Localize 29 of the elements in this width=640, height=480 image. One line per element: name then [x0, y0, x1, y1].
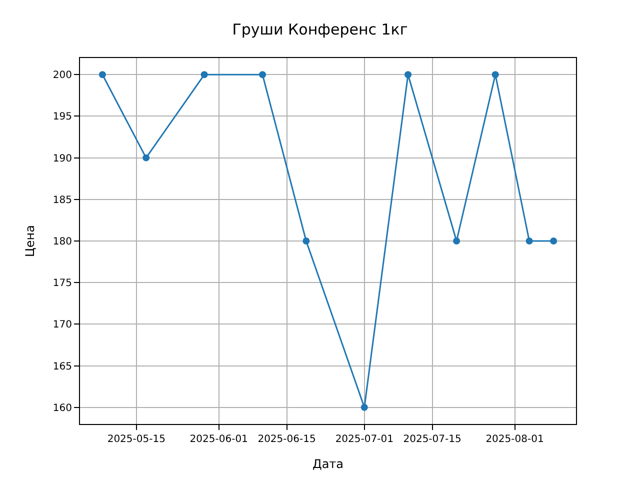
x-axis-title: Дата — [312, 456, 344, 471]
chart-title: Груши Конференс 1кг — [232, 20, 408, 38]
y-tick-label: 165 — [52, 361, 72, 372]
y-tick-label: 185 — [52, 194, 72, 206]
x-tick-label: 2025-07-01 — [335, 434, 394, 445]
point — [142, 154, 150, 162]
y-tick-label: 175 — [52, 278, 72, 290]
x-tick-label: 2025-08-01 — [486, 434, 544, 445]
x-tick-label: 2025-07-15 — [403, 434, 462, 445]
point — [453, 238, 460, 244]
y-tick-label: 195 — [52, 112, 72, 123]
x-tick-label: 2025-06-01 — [190, 434, 248, 445]
point — [200, 71, 208, 78]
y-axis-title: Цена — [23, 225, 38, 257]
point — [526, 238, 533, 244]
point — [360, 404, 368, 411]
y-tick-label: 170 — [52, 320, 72, 331]
x-tick-label: 2025-06-15 — [258, 434, 316, 445]
point — [259, 71, 266, 78]
y-tick-label: 160 — [52, 402, 72, 414]
point — [492, 71, 499, 78]
y-tick-label: 190 — [52, 153, 72, 164]
point — [404, 71, 412, 78]
y-tick-label: 200 — [52, 70, 72, 82]
point — [98, 71, 106, 78]
point — [302, 238, 310, 244]
point — [550, 238, 558, 244]
x-tick-label: 2025-05-15 — [107, 434, 166, 445]
y-tick-label: 180 — [52, 236, 72, 248]
